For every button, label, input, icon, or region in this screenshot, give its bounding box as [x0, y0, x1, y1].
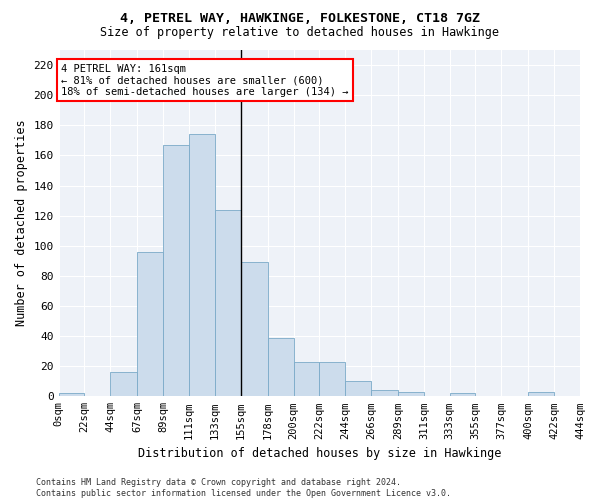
Bar [345, 381, 371, 396]
Bar [110, 372, 137, 396]
Bar [59, 394, 85, 396]
Bar [449, 394, 475, 396]
Bar [529, 392, 554, 396]
Bar [371, 390, 398, 396]
Bar [163, 145, 189, 397]
Text: Size of property relative to detached houses in Hawkinge: Size of property relative to detached ho… [101, 26, 499, 39]
Bar [398, 392, 424, 396]
Bar [268, 338, 293, 396]
Text: 4, PETREL WAY, HAWKINGE, FOLKESTONE, CT18 7GZ: 4, PETREL WAY, HAWKINGE, FOLKESTONE, CT1… [120, 12, 480, 26]
Title: 4, PETREL WAY, HAWKINGE, FOLKESTONE, CT18 7GZ
Size of property relative to detac: 4, PETREL WAY, HAWKINGE, FOLKESTONE, CT1… [0, 499, 1, 500]
Bar [580, 392, 600, 396]
X-axis label: Distribution of detached houses by size in Hawkinge: Distribution of detached houses by size … [137, 447, 501, 460]
Bar [319, 362, 345, 396]
Bar [241, 262, 268, 396]
Bar [215, 210, 241, 396]
Bar [189, 134, 215, 396]
Bar [137, 252, 163, 396]
Bar [293, 362, 319, 396]
Y-axis label: Number of detached properties: Number of detached properties [15, 120, 28, 326]
Text: 4 PETREL WAY: 161sqm
← 81% of detached houses are smaller (600)
18% of semi-deta: 4 PETREL WAY: 161sqm ← 81% of detached h… [61, 64, 349, 97]
Text: Contains HM Land Registry data © Crown copyright and database right 2024.
Contai: Contains HM Land Registry data © Crown c… [36, 478, 451, 498]
